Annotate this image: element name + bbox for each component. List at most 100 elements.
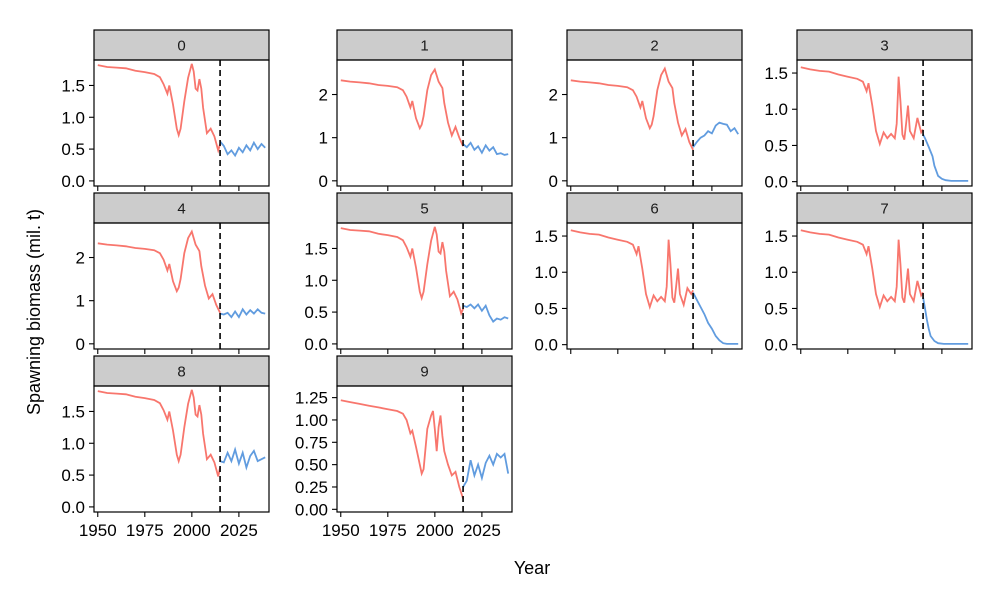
panel-6: 6 0.0 0.5 1.0 1.5 (534, 192, 743, 355)
projection-series-line (462, 303, 509, 323)
y-axis-title: Spawning biomass (mil. t) (24, 209, 44, 415)
historical-series-line (800, 66, 924, 148)
y-tick-label: 1.0 (764, 263, 788, 282)
y-tick-label: 0.0 (61, 172, 85, 191)
y-tick-label: 1.25 (295, 389, 328, 408)
historical-series-line (800, 229, 924, 311)
panel-1: 1 0 1 2 (319, 29, 513, 191)
y-tick-label: 0.0 (304, 335, 328, 354)
panel-strip-label: 4 (177, 201, 185, 218)
panel-9: 9 0.00 0.25 0.50 0.75 1.00 1.25 1950 1975 2000 202… (295, 355, 513, 540)
x-tick-label: 2025 (463, 521, 501, 540)
x-tick-label: 1975 (369, 521, 407, 540)
panel-strip (336, 29, 513, 61)
panel-strip-label: 8 (177, 364, 185, 381)
panel-strip (336, 192, 513, 224)
panel-strip (566, 29, 743, 61)
y-tick-label: 1.00 (295, 411, 328, 430)
panel-border (93, 385, 270, 513)
y-tick-label: 0.5 (61, 466, 85, 485)
y-tick-label: 0.5 (304, 303, 328, 322)
y-tick-label: 1 (76, 292, 85, 311)
historical-series-line (340, 399, 464, 499)
y-tick-label: 1.0 (764, 100, 788, 119)
y-tick-label: 0.5 (534, 299, 558, 318)
x-tick-label: 2000 (416, 521, 454, 540)
y-tick-label: 0.0 (61, 498, 85, 517)
y-tick-label: 2 (76, 249, 85, 268)
panel-border (93, 59, 270, 187)
panel-7: 7 0.0 0.5 1.0 1.5 (764, 192, 973, 355)
y-tick-label: 1.5 (764, 227, 788, 246)
y-tick-label: 0.0 (534, 336, 558, 355)
y-tick-label: 0 (76, 335, 85, 354)
panel-strip (796, 29, 973, 61)
panels-layer: 00.00.51.01.51012201230.00.51.01.5401250… (61, 29, 973, 540)
y-tick-label: 0 (549, 172, 558, 191)
y-tick-label: 1.5 (61, 402, 85, 421)
panel-strip-label: 6 (650, 201, 658, 218)
x-tick-label: 1950 (322, 521, 360, 540)
panel-4: 4 0 1 2 (76, 192, 270, 354)
panel-8: 8 0.0 0.5 1.0 1.5 1950 1975 2000 2025 (61, 355, 270, 540)
panel-border (796, 222, 973, 350)
projection-series-line (692, 121, 739, 148)
panel-border (336, 385, 513, 513)
x-axis-title: Year (514, 558, 550, 578)
x-tick-label: 1975 (126, 521, 164, 540)
y-tick-label: 1 (319, 129, 328, 148)
panel-strip (336, 355, 513, 387)
y-tick-label: 0.50 (295, 456, 328, 475)
panel-strip (566, 192, 743, 224)
x-tick-label: 2000 (173, 521, 211, 540)
historical-series-line (97, 63, 221, 154)
historical-series-line (570, 66, 694, 151)
projection-series-line (692, 292, 739, 345)
historical-series-line (340, 67, 464, 147)
y-tick-label: 0.0 (764, 173, 788, 192)
y-tick-label: 0.0 (764, 336, 788, 355)
y-tick-label: 1.0 (61, 108, 85, 127)
panel-0: 0 0.0 0.5 1.0 1.5 (61, 29, 270, 191)
projection-series-line (922, 297, 969, 345)
x-tick-label: 2025 (220, 521, 258, 540)
panel-strip-label: 2 (650, 38, 658, 55)
y-tick-label: 1.0 (304, 271, 328, 290)
panel-strip (796, 192, 973, 224)
y-tick-label: 1.5 (304, 239, 328, 258)
y-tick-label: 1.5 (764, 64, 788, 83)
panel-strip (93, 29, 270, 61)
y-tick-label: 0.25 (295, 478, 328, 497)
y-tick-label: 0.5 (764, 299, 788, 318)
panel-strip-label: 5 (420, 201, 428, 218)
y-tick-label: 2 (549, 86, 558, 105)
historical-series-line (570, 229, 694, 311)
projection-series-line (922, 134, 969, 182)
x-tick-label: 1950 (79, 521, 117, 540)
panel-3: 3 0.0 0.5 1.0 1.5 (764, 29, 973, 192)
panel-strip-label: 7 (880, 201, 888, 218)
y-tick-label: 1.5 (534, 227, 558, 246)
panel-strip (93, 192, 270, 224)
y-tick-label: 0.00 (295, 500, 328, 519)
y-tick-label: 1 (549, 129, 558, 148)
y-tick-label: 0 (319, 172, 328, 191)
historical-series-line (340, 226, 464, 317)
historical-series-line (97, 389, 221, 477)
projection-series-line (219, 140, 266, 158)
y-tick-label: 1.0 (61, 434, 85, 453)
y-tick-label: 0.5 (61, 140, 85, 159)
panel-border (93, 222, 270, 350)
projection-series-line (219, 307, 266, 319)
panel-border (566, 222, 743, 350)
y-tick-label: 1.0 (534, 263, 558, 282)
panel-strip (93, 355, 270, 387)
panel-border (566, 59, 743, 187)
panel-border (336, 59, 513, 187)
panel-strip-label: 0 (177, 38, 185, 55)
panel-strip-label: 9 (420, 364, 428, 381)
projection-series-line (462, 141, 509, 156)
historical-series-line (97, 229, 221, 314)
